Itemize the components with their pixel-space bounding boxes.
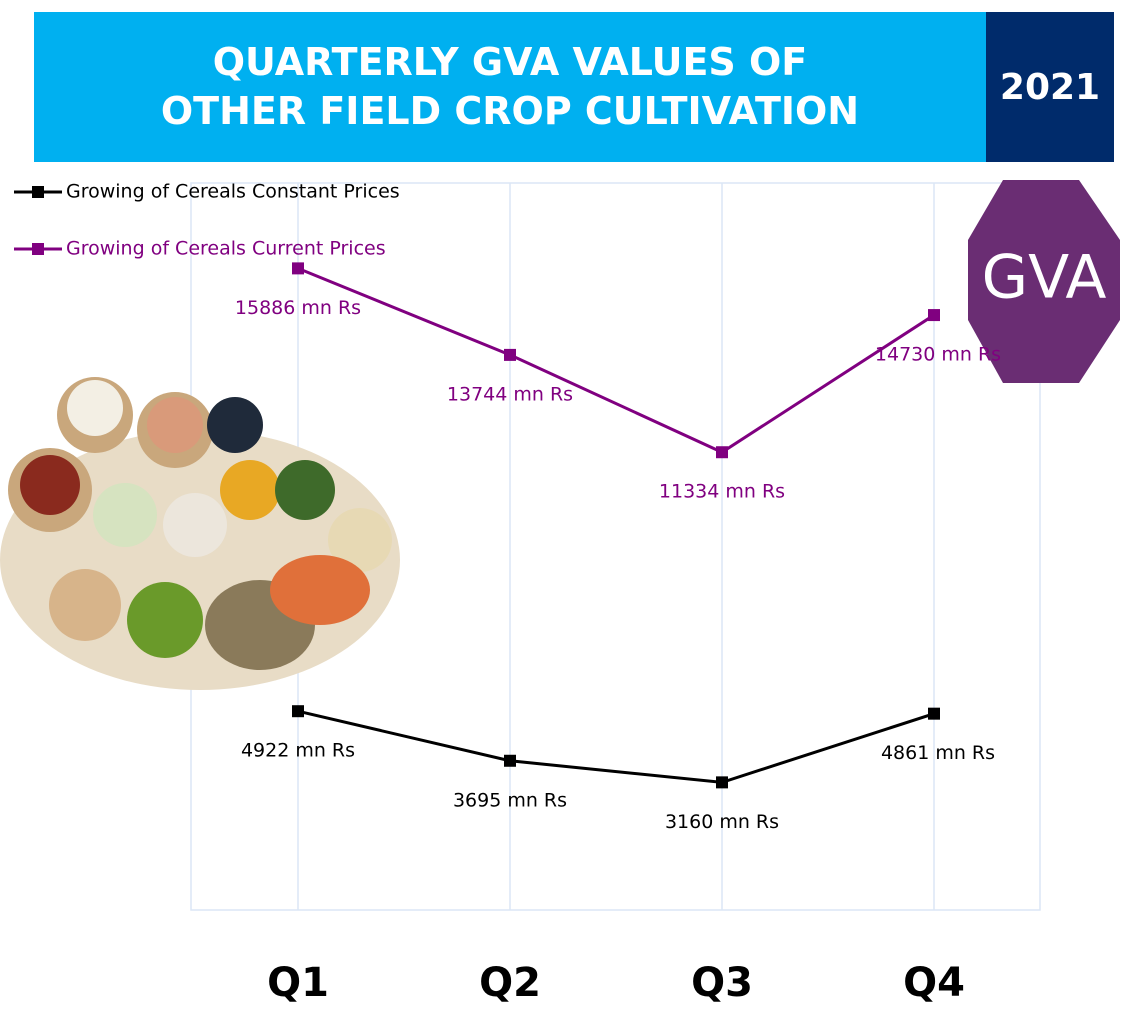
data-label: 4922 mn Rs <box>241 740 355 762</box>
legend-label: Growing of Cereals Constant Prices <box>66 181 400 203</box>
chart-title: QUARTERLY GVA VALUES OF OTHER FIELD CROP… <box>34 12 986 162</box>
legend-label: Growing of Cereals Current Prices <box>66 238 386 260</box>
gva-logo: GVA <box>968 180 1120 383</box>
series-line <box>297 266 935 454</box>
data-label: 14730 mn Rs <box>875 344 1001 366</box>
data-label: 11334 mn Rs <box>659 481 785 503</box>
point-marker <box>716 776 728 789</box>
legend-marker <box>32 186 44 198</box>
point-marker <box>716 446 728 459</box>
point-marker <box>292 705 304 718</box>
x-tick-label: Q1 <box>267 960 329 1006</box>
data-label: 4861 mn Rs <box>881 742 995 764</box>
point-marker <box>292 262 304 275</box>
point-marker <box>504 348 516 361</box>
point-marker <box>928 309 940 322</box>
data-label: 13744 mn Rs <box>447 383 573 405</box>
legend-marker <box>32 243 44 255</box>
point-marker <box>928 707 940 720</box>
x-tick-label: Q4 <box>903 960 965 1006</box>
x-tick-label: Q2 <box>479 960 541 1006</box>
year-badge: 2021 <box>986 12 1114 162</box>
data-label: 3695 mn Rs <box>453 789 567 811</box>
point-marker <box>504 754 516 767</box>
data-label: 15886 mn Rs <box>235 297 361 319</box>
logo-text: GVA <box>982 243 1107 313</box>
data-label: 3160 mn Rs <box>665 811 779 833</box>
series-line <box>297 709 935 784</box>
grain-illustration <box>0 377 400 690</box>
x-tick-label: Q3 <box>691 960 753 1006</box>
